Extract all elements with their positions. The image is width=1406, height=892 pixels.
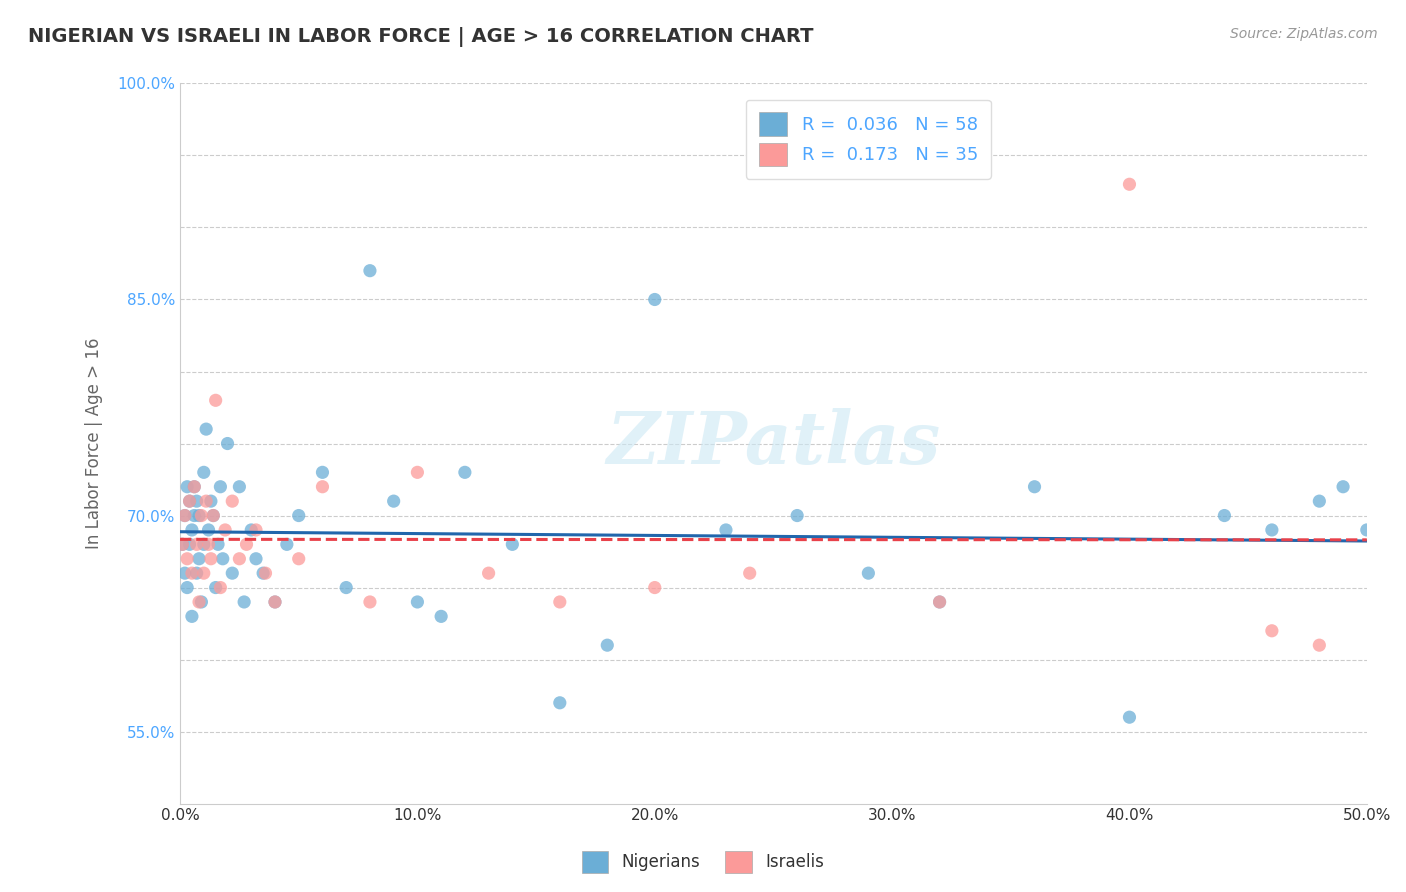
Point bbox=[217, 436, 239, 450]
Point bbox=[233, 595, 256, 609]
Point bbox=[180, 523, 202, 537]
Point bbox=[211, 551, 233, 566]
Point bbox=[287, 508, 309, 523]
Point bbox=[1308, 494, 1330, 508]
Point bbox=[179, 494, 201, 508]
Y-axis label: In Labor Force | Age > 16: In Labor Force | Age > 16 bbox=[86, 338, 103, 549]
Point bbox=[180, 609, 202, 624]
Point bbox=[190, 595, 212, 609]
Point bbox=[221, 494, 243, 508]
Point bbox=[180, 566, 202, 581]
Point bbox=[1118, 710, 1140, 724]
Legend: R =  0.036   N = 58, R =  0.173   N = 35: R = 0.036 N = 58, R = 0.173 N = 35 bbox=[745, 100, 991, 178]
Point bbox=[501, 537, 523, 551]
Legend: Nigerians, Israelis: Nigerians, Israelis bbox=[575, 845, 831, 880]
Point bbox=[197, 523, 219, 537]
Point bbox=[1024, 480, 1046, 494]
Point bbox=[186, 494, 208, 508]
Point bbox=[786, 508, 808, 523]
Text: ZIPatlas: ZIPatlas bbox=[606, 408, 941, 479]
Point bbox=[1118, 178, 1140, 192]
Point bbox=[173, 566, 195, 581]
Point bbox=[287, 551, 309, 566]
Point bbox=[202, 508, 225, 523]
Point bbox=[478, 566, 501, 581]
Point bbox=[172, 537, 194, 551]
Point bbox=[193, 566, 215, 581]
Point bbox=[252, 566, 274, 581]
Point bbox=[264, 595, 287, 609]
Point bbox=[240, 523, 263, 537]
Point bbox=[406, 595, 429, 609]
Point bbox=[195, 494, 218, 508]
Point bbox=[738, 566, 761, 581]
Text: Source: ZipAtlas.com: Source: ZipAtlas.com bbox=[1230, 27, 1378, 41]
Point bbox=[188, 551, 211, 566]
Point bbox=[548, 696, 571, 710]
Point bbox=[1261, 523, 1284, 537]
Point bbox=[188, 595, 211, 609]
Point bbox=[644, 293, 666, 307]
Point bbox=[209, 581, 232, 595]
Point bbox=[335, 581, 357, 595]
Point bbox=[1308, 638, 1330, 652]
Point bbox=[173, 508, 195, 523]
Point bbox=[190, 508, 212, 523]
Point bbox=[197, 537, 219, 551]
Point bbox=[186, 537, 208, 551]
Point bbox=[311, 466, 333, 480]
Point bbox=[195, 422, 218, 436]
Point bbox=[406, 466, 429, 480]
Point bbox=[1355, 523, 1378, 537]
Text: NIGERIAN VS ISRAELI IN LABOR FORCE | AGE > 16 CORRELATION CHART: NIGERIAN VS ISRAELI IN LABOR FORCE | AGE… bbox=[28, 27, 814, 46]
Point bbox=[188, 508, 211, 523]
Point bbox=[173, 508, 195, 523]
Point bbox=[221, 566, 243, 581]
Point bbox=[548, 595, 571, 609]
Point bbox=[172, 537, 194, 551]
Point bbox=[176, 581, 198, 595]
Point bbox=[200, 551, 222, 566]
Point bbox=[596, 638, 619, 652]
Point bbox=[254, 566, 277, 581]
Point bbox=[183, 480, 205, 494]
Point bbox=[228, 480, 250, 494]
Point bbox=[1213, 508, 1236, 523]
Point bbox=[179, 537, 201, 551]
Point bbox=[204, 581, 226, 595]
Point bbox=[183, 508, 205, 523]
Point bbox=[714, 523, 737, 537]
Point bbox=[276, 537, 298, 551]
Point bbox=[179, 494, 201, 508]
Point bbox=[202, 508, 225, 523]
Point bbox=[454, 466, 477, 480]
Point bbox=[207, 537, 229, 551]
Point bbox=[359, 263, 381, 277]
Point bbox=[382, 494, 405, 508]
Point bbox=[264, 595, 287, 609]
Point bbox=[245, 523, 267, 537]
Point bbox=[186, 566, 208, 581]
Point bbox=[1331, 480, 1354, 494]
Point bbox=[245, 551, 267, 566]
Point bbox=[214, 523, 236, 537]
Point bbox=[928, 595, 950, 609]
Point bbox=[200, 494, 222, 508]
Point bbox=[176, 551, 198, 566]
Point bbox=[176, 480, 198, 494]
Point bbox=[430, 609, 453, 624]
Point bbox=[235, 537, 257, 551]
Point bbox=[644, 581, 666, 595]
Point bbox=[311, 480, 333, 494]
Point bbox=[183, 480, 205, 494]
Point bbox=[228, 551, 250, 566]
Point bbox=[359, 595, 381, 609]
Point bbox=[209, 480, 232, 494]
Point bbox=[858, 566, 880, 581]
Point bbox=[204, 393, 226, 408]
Point bbox=[1261, 624, 1284, 638]
Point bbox=[193, 537, 215, 551]
Point bbox=[193, 466, 215, 480]
Point bbox=[928, 595, 950, 609]
